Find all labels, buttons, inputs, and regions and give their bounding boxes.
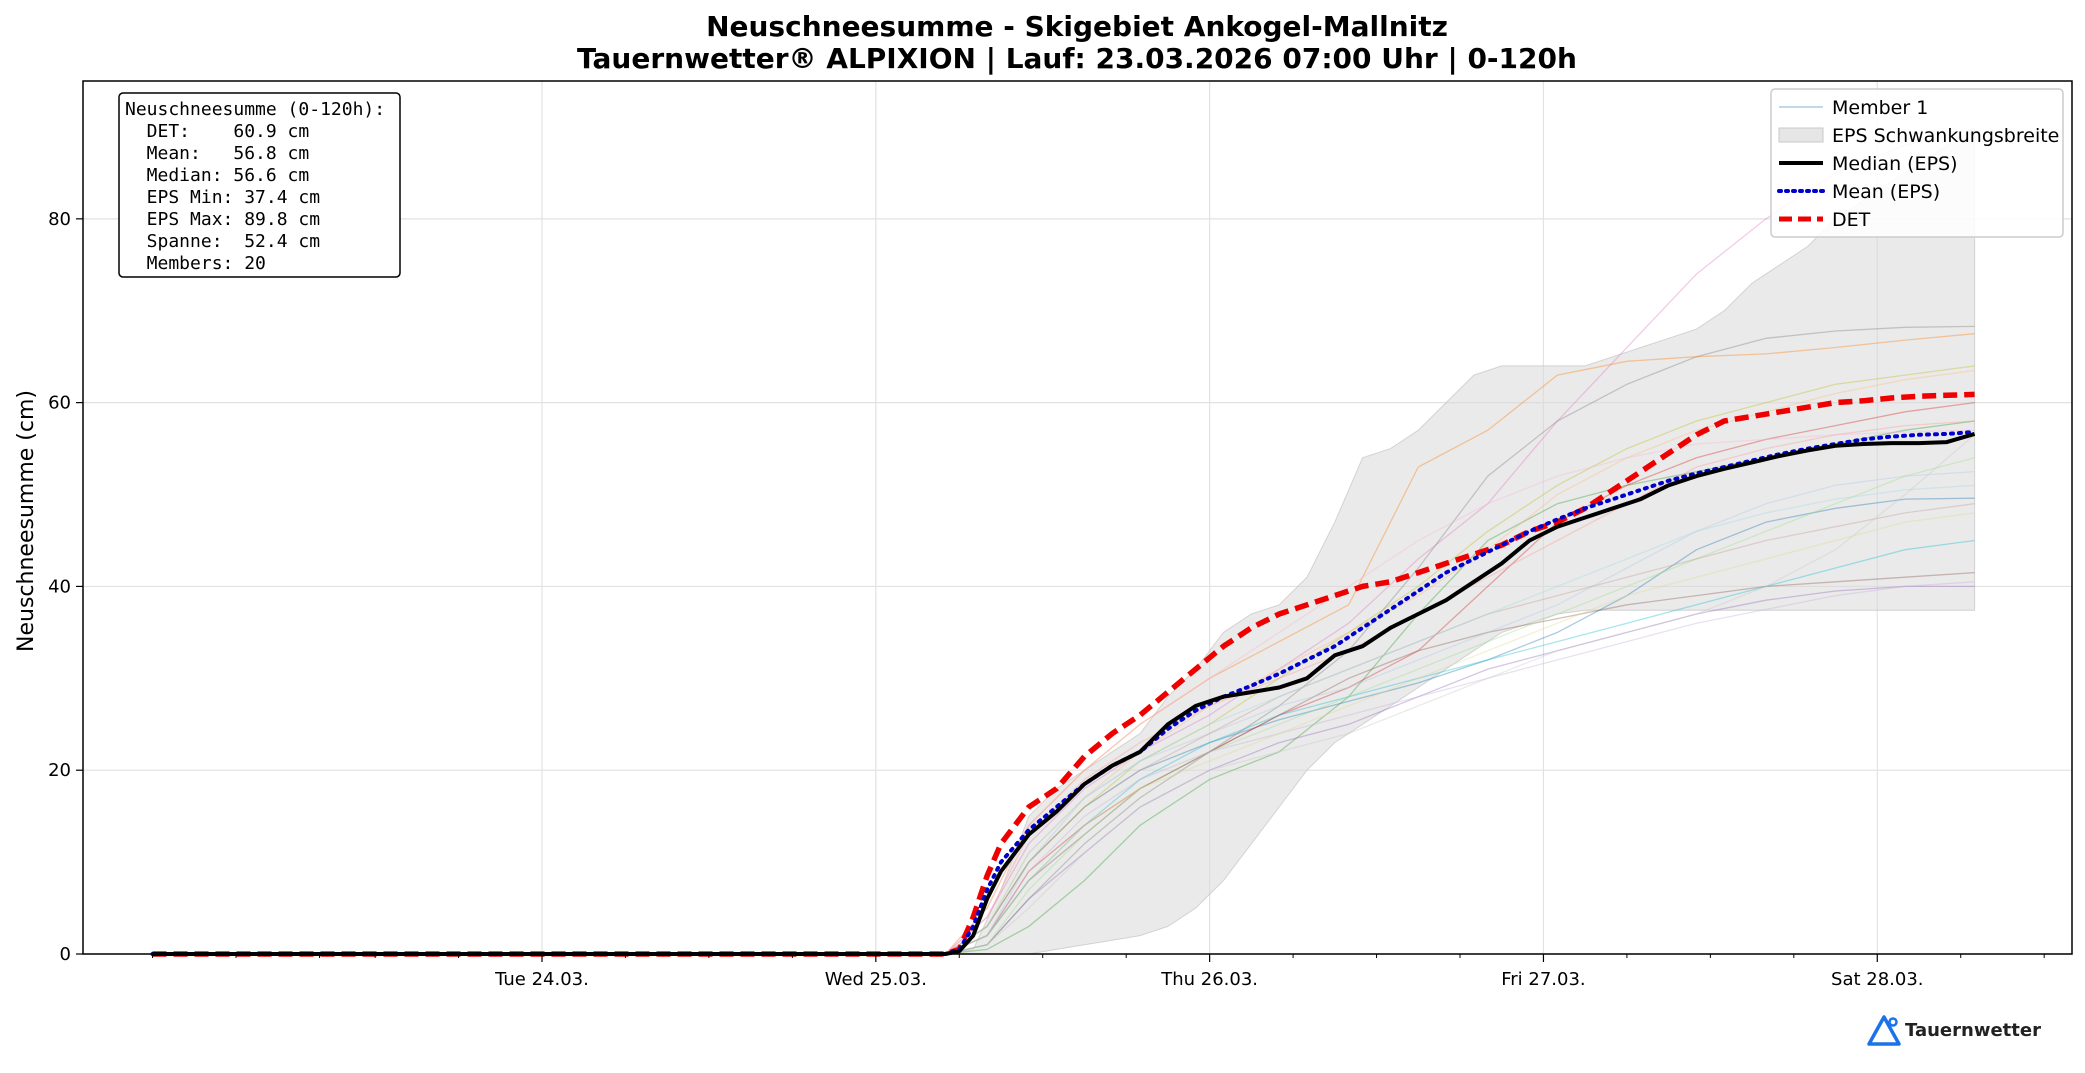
y-axis-label: Neuschneesumme (cm)	[14, 390, 39, 652]
member-line-5	[152, 585, 1975, 955]
series-layer	[150, 391, 1977, 957]
stats-line-spanne: Spanne: 52.4 cm	[125, 231, 320, 252]
stats-line-median: Median: 56.6 cm	[125, 165, 309, 186]
member-line-18	[152, 434, 1976, 955]
x-tick-label: Thu 26.03.	[1160, 969, 1258, 990]
member-line-1	[152, 497, 1975, 955]
x-tick-label: Sat 28.03.	[1831, 969, 1924, 990]
x-tick-label: Tue 24.03.	[494, 969, 589, 990]
chart-title: Neuschneesumme - Skigebiet Ankogel-Malln…	[706, 10, 1448, 43]
member-line-8	[152, 325, 1975, 955]
member-line-4	[152, 401, 1975, 955]
member-line-11	[152, 470, 1975, 955]
stats-line-title: Neuschneesumme (0-120h):	[125, 99, 385, 120]
legend-label-member: Member 1	[1832, 97, 1928, 119]
tauernwetter-logo: Tauernwetter	[1867, 1015, 2041, 1046]
member-line-19	[152, 512, 1975, 955]
member-line-12	[152, 369, 1975, 955]
legend: Member 1 EPS Schwankungsbreite Median (E…	[1770, 88, 2064, 238]
mean-line	[150, 430, 1977, 956]
member-line-9	[152, 365, 1975, 955]
stats-line-eps-max: EPS Max: 89.8 cm	[125, 209, 320, 230]
member-line-20	[152, 484, 1975, 955]
mountain-logo-icon	[1867, 1015, 1901, 1046]
y-tick-label: 80	[48, 209, 71, 230]
legend-label-median: Median (EPS)	[1832, 153, 1958, 175]
y-tick-label: 40	[48, 576, 71, 597]
legend-band-swatch	[1778, 127, 1824, 143]
stats-line-members: Members: 20	[125, 253, 266, 274]
x-tick-label: Wed 25.03.	[825, 969, 927, 990]
y-tick-label: 20	[48, 760, 71, 781]
axes	[76, 80, 2073, 962]
member-line-13	[152, 457, 1975, 955]
tick-labels: 0 20 40 60 80 Tue 24.03. Wed 25.03. Thu 26.03. F…	[48, 209, 1923, 990]
member-line-10	[152, 539, 1975, 955]
legend-frame	[1770, 88, 2064, 238]
stats-line-mean: Mean: 56.8 cm	[125, 143, 309, 164]
plot-frame	[82, 80, 2073, 955]
member-line-15	[152, 581, 1975, 955]
member-line-16	[152, 503, 1975, 955]
chart-subtitle: Tauernwetter® ALPIXION | Lauf: 23.03.202…	[577, 42, 1577, 75]
legend-label-mean: Mean (EPS)	[1832, 181, 1940, 203]
member-line-6	[152, 571, 1975, 955]
y-tick-label: 0	[60, 944, 71, 965]
stats-box-frame	[118, 92, 401, 278]
legend-label-band: EPS Schwankungsbreite	[1832, 125, 2059, 147]
stats-line-eps-min: EPS Min: 37.4 cm	[125, 187, 320, 208]
eps-band	[152, 127, 1976, 955]
stats-box: Neuschneesumme (0-120h): DET: 60.9 cm Me…	[118, 92, 401, 278]
legend-label-det: DET	[1832, 209, 1871, 231]
stats-line-det: DET: 60.9 cm	[125, 121, 309, 142]
x-tick-label: Fri 27.03.	[1501, 969, 1585, 990]
median-line	[152, 431, 1976, 956]
logo-wordmark: Tauernwetter	[1905, 1020, 2041, 1041]
eps-band-layer	[152, 127, 1976, 955]
y-tick-label: 60	[48, 393, 71, 414]
det-line	[152, 391, 1975, 957]
